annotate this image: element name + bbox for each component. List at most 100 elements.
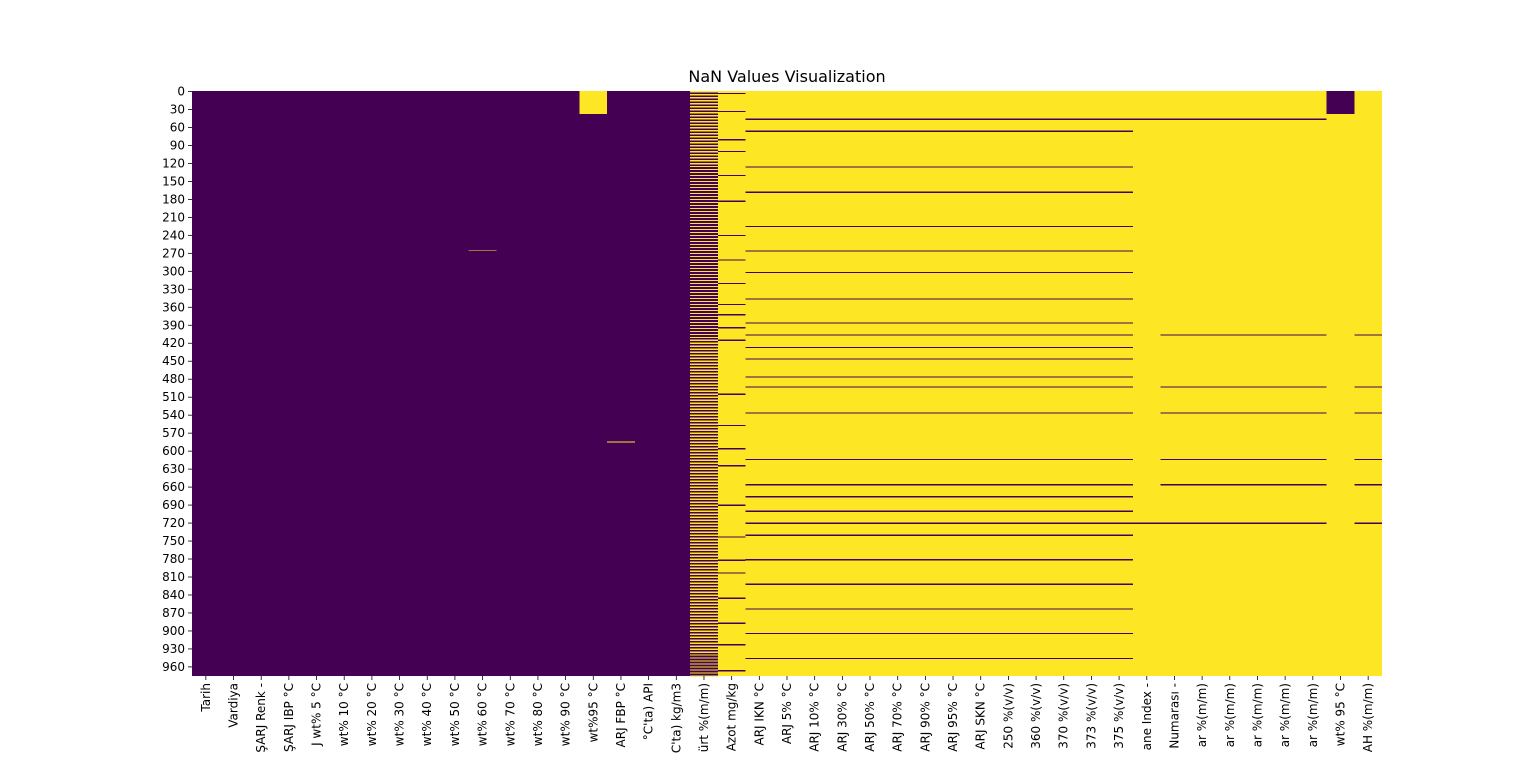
present-cell [856, 272, 884, 274]
present-cell [1077, 632, 1106, 635]
present-cell [856, 658, 884, 660]
heatmap-column [524, 91, 552, 676]
heatmap-column [1105, 91, 1133, 676]
missing-cell [690, 159, 718, 162]
heatmap-column [828, 91, 857, 676]
missing-cell [690, 165, 718, 168]
heatmap-column [1049, 91, 1078, 676]
missing-cell [690, 327, 718, 330]
present-cell [1049, 412, 1078, 414]
y-tick-label: 540 [162, 408, 185, 422]
present-cell [828, 358, 857, 360]
present-cell [800, 376, 829, 378]
missing-cell [690, 153, 718, 156]
missing-cell [690, 402, 718, 404]
present-cell [745, 632, 774, 635]
present-cell [1077, 386, 1106, 388]
present-cell [717, 303, 746, 306]
missing-cell [690, 348, 718, 351]
present-cell [856, 166, 884, 168]
present-cell [1105, 322, 1133, 324]
heatmap-column [607, 91, 635, 676]
missing-cell [690, 414, 718, 416]
x-tick-label: wt%95 °C [586, 683, 600, 742]
present-cell [800, 534, 829, 536]
present-cell [773, 225, 801, 228]
present-cell [1022, 191, 1050, 193]
present-cell [828, 346, 857, 349]
y-tick-label: 210 [162, 210, 185, 224]
missing-cell [690, 231, 718, 234]
heatmap-column [662, 91, 691, 676]
present-cell [1022, 130, 1050, 132]
present-cell [1105, 496, 1133, 498]
missing-cell [690, 258, 718, 261]
missing-cell [690, 177, 718, 180]
present-cell [939, 510, 967, 512]
present-cell [966, 632, 995, 635]
present-cell [1160, 334, 1189, 336]
present-cell [911, 412, 940, 414]
present-cell [856, 608, 884, 610]
heatmap-plot [192, 91, 1382, 677]
heatmap-column [883, 91, 912, 676]
missing-cell [690, 636, 718, 638]
present-cell [1105, 412, 1133, 414]
y-tick-label: 870 [162, 606, 185, 620]
present-cell [773, 130, 801, 132]
missing-cell [690, 435, 718, 437]
y-tick-label: 660 [162, 480, 185, 494]
missing-cell [690, 225, 718, 228]
missing-cell [690, 297, 718, 300]
present-cell [856, 191, 884, 193]
x-tick-label: ar %(m/m) [1195, 683, 1209, 747]
missing-cell [690, 270, 718, 273]
missing-cell [690, 672, 718, 674]
present-cell [800, 346, 829, 349]
present-cell [939, 522, 967, 524]
heatmap-column [1132, 91, 1161, 676]
present-cell [717, 327, 746, 329]
heatmap-column [413, 91, 442, 676]
missing-cell [690, 123, 718, 126]
present-cell [1022, 559, 1050, 561]
x-tick-label: 375 %(v/v) [1112, 683, 1126, 749]
present-cell [745, 459, 774, 461]
missing-cell [690, 492, 718, 494]
missing-cell [690, 234, 718, 237]
present-cell [1105, 632, 1133, 635]
missing-cell [690, 462, 718, 464]
missing-cell [690, 627, 718, 629]
present-cell [994, 658, 1023, 660]
present-cell [939, 322, 967, 324]
present-cell [966, 346, 995, 349]
present-cell [911, 118, 940, 120]
missing-cell [690, 288, 718, 291]
present-cell [994, 118, 1023, 120]
present-cell [773, 250, 801, 252]
missing-cell [690, 312, 718, 315]
present-cell [1049, 272, 1078, 274]
missing-cell [690, 279, 718, 282]
missing-cell [690, 351, 718, 354]
present-cell [911, 358, 940, 360]
y-tick-label: 240 [162, 228, 185, 242]
heatmap-column [856, 91, 884, 676]
present-cell [939, 250, 967, 252]
present-cell [1215, 459, 1244, 461]
present-cell [1298, 412, 1327, 414]
present-cell [1105, 118, 1133, 120]
missing-cell [690, 222, 718, 225]
present-cell [966, 484, 995, 486]
present-cell [717, 424, 746, 427]
present-cell [828, 510, 857, 512]
present-cell [1022, 272, 1050, 274]
present-cell [966, 608, 995, 610]
present-cell [773, 376, 801, 378]
present-cell [994, 522, 1023, 524]
present-cell [966, 272, 995, 274]
missing-cell [690, 426, 718, 428]
present-cell [773, 496, 801, 498]
present-cell [883, 191, 912, 193]
missing-cell [690, 354, 718, 357]
